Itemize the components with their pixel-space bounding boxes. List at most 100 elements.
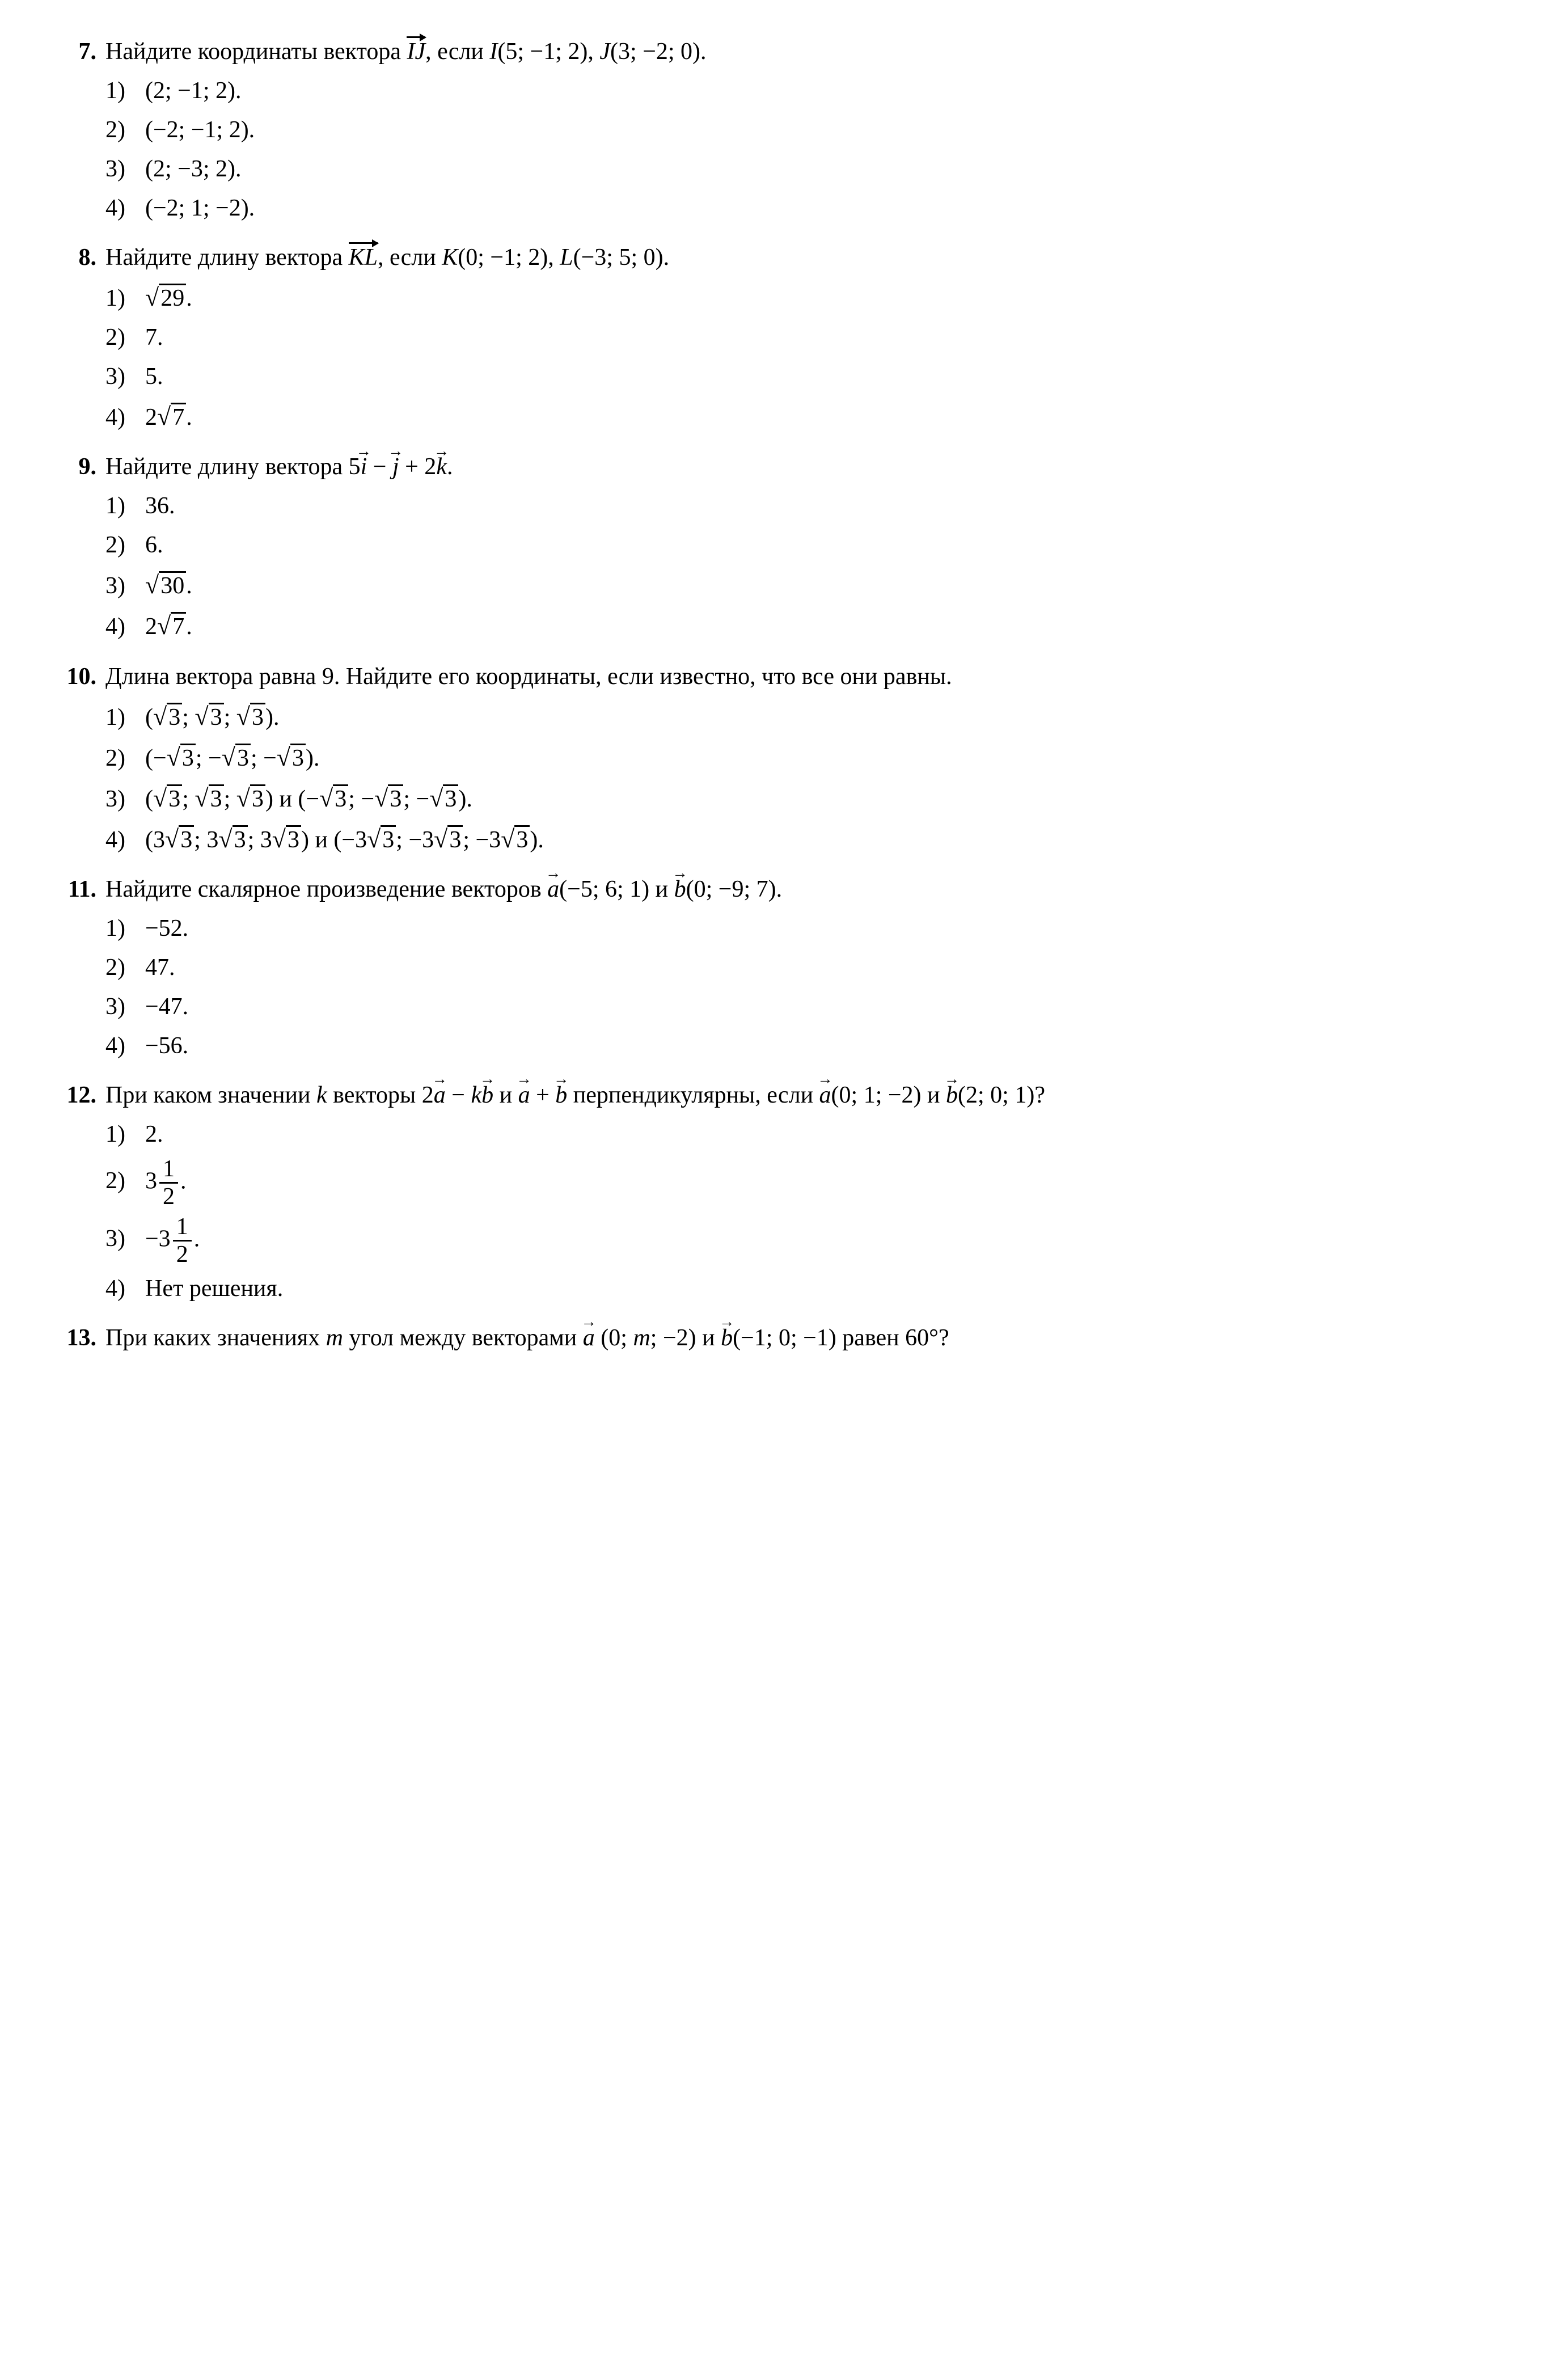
problem-text: При каких значениях m угол между вектора… [105, 1320, 1511, 1356]
option: 1)−52. [105, 911, 1511, 947]
option-text: −52. [145, 911, 188, 947]
problems-list: 7.Найдите координаты вектора IJ, если I(… [45, 34, 1511, 1356]
prompt-row: 9.Найдите длину вектора 5i − j + 2k. [45, 449, 1511, 485]
option-number: 2) [105, 112, 145, 148]
option-text: 27. [145, 607, 192, 645]
option-text: 30. [145, 567, 192, 604]
problem-text: Найдите длину вектора 5i − j + 2k. [105, 449, 1511, 485]
option-text: 7. [145, 320, 163, 356]
problem-number: 12. [45, 1078, 105, 1113]
option-number: 3) [105, 151, 145, 187]
option-text: (−2; −1; 2). [145, 112, 255, 148]
option: 3)−47. [105, 989, 1511, 1025]
option: 1)(2; −1; 2). [105, 73, 1511, 109]
option-number: 1) [105, 488, 145, 524]
prompt-row: 10.Длина вектора равна 9. Найдите его ко… [45, 659, 1511, 695]
problem: 11.Найдите скалярное произведение вектор… [45, 872, 1511, 1064]
option-text: −56. [145, 1028, 188, 1064]
option-text: 2. [145, 1117, 163, 1152]
problem-number: 11. [45, 872, 105, 907]
option-number: 1) [105, 73, 145, 109]
problem-number: 9. [45, 449, 105, 485]
option: 2)6. [105, 527, 1511, 563]
option: 2)(−3; −3; −3). [105, 739, 1511, 776]
problem: 12.При каком значении k векторы 2a − kb … [45, 1078, 1511, 1307]
problem: 13.При каких значениях m угол между вект… [45, 1320, 1511, 1356]
option-text: (2; −3; 2). [145, 151, 242, 187]
option-number: 2) [105, 950, 145, 986]
option: 3)(3; 3; 3) и (−3; −3; −3). [105, 780, 1511, 817]
prompt-row: 7.Найдите координаты вектора IJ, если I(… [45, 34, 1511, 70]
options: 1)29.2)7.3)5.4)27. [105, 279, 1511, 436]
option: 3)(2; −3; 2). [105, 151, 1511, 187]
option-number: 3) [105, 359, 145, 395]
option: 3)5. [105, 359, 1511, 395]
option: 2)47. [105, 950, 1511, 986]
problem: 10.Длина вектора равна 9. Найдите его ко… [45, 659, 1511, 859]
option-number: 3) [105, 782, 145, 817]
problem-text: При каком значении k векторы 2a − kb и a… [105, 1078, 1511, 1113]
options: 1)(2; −1; 2).2)(−2; −1; 2).3)(2; −3; 2).… [105, 73, 1511, 226]
option-text: (−3; −3; −3). [145, 739, 320, 776]
option-text: 6. [145, 527, 163, 563]
options: 1)(3; 3; 3).2)(−3; −3; −3).3)(3; 3; 3) и… [105, 698, 1511, 859]
options: 1)2.2)312.3)−312.4)Нет решения. [105, 1117, 1511, 1307]
problem-number: 10. [45, 659, 105, 695]
option-number: 4) [105, 822, 145, 858]
option: 2)312. [105, 1156, 1511, 1210]
option: 4)(−2; 1; −2). [105, 191, 1511, 226]
options: 1)36.2)6.3)30.4)27. [105, 488, 1511, 645]
option-text: 27. [145, 398, 192, 436]
problem: 7.Найдите координаты вектора IJ, если I(… [45, 34, 1511, 226]
option: 1)29. [105, 279, 1511, 316]
prompt-row: 12.При каком значении k векторы 2a − kb … [45, 1078, 1511, 1113]
option-number: 3) [105, 989, 145, 1025]
option: 3)30. [105, 567, 1511, 604]
option: 4)−56. [105, 1028, 1511, 1064]
option-number: 2) [105, 527, 145, 563]
option-number: 3) [105, 1221, 145, 1257]
option: 4)27. [105, 398, 1511, 436]
option-text: Нет решения. [145, 1271, 283, 1307]
problem-text: Найдите скалярное произведение векторов … [105, 872, 1511, 907]
prompt-row: 13.При каких значениях m угол между вект… [45, 1320, 1511, 1356]
problem-number: 7. [45, 34, 105, 70]
option-text: −312. [145, 1214, 200, 1268]
problem-text: Длина вектора равна 9. Найдите его коорд… [105, 659, 1511, 695]
option: 4)Нет решения. [105, 1271, 1511, 1307]
option-number: 3) [105, 568, 145, 604]
option-number: 4) [105, 1271, 145, 1307]
option-text: 29. [145, 279, 192, 316]
prompt-row: 11.Найдите скалярное произведение вектор… [45, 872, 1511, 907]
option-number: 1) [105, 700, 145, 736]
option: 2)7. [105, 320, 1511, 356]
option: 4)(33; 33; 33) и (−33; −33; −33). [105, 821, 1511, 858]
option: 1)36. [105, 488, 1511, 524]
option-text: 5. [145, 359, 163, 395]
option-number: 4) [105, 191, 145, 226]
option-number: 2) [105, 320, 145, 356]
problem-text: Найдите координаты вектора IJ, если I(5;… [105, 34, 1511, 70]
option-number: 2) [105, 741, 145, 776]
option-number: 4) [105, 1028, 145, 1064]
problem: 9.Найдите длину вектора 5i − j + 2k.1)36… [45, 449, 1511, 645]
option-number: 4) [105, 609, 145, 645]
option: 1)2. [105, 1117, 1511, 1152]
option: 3)−312. [105, 1214, 1511, 1268]
option-text: (−2; 1; −2). [145, 191, 255, 226]
option-number: 2) [105, 1163, 145, 1199]
option-text: −47. [145, 989, 188, 1025]
problem-number: 13. [45, 1320, 105, 1356]
option: 1)(3; 3; 3). [105, 698, 1511, 736]
option-text: (2; −1; 2). [145, 73, 242, 109]
option-number: 4) [105, 400, 145, 436]
option-text: 36. [145, 488, 175, 524]
option-text: (33; 33; 33) и (−33; −33; −33). [145, 821, 544, 858]
problem: 8.Найдите длину вектора KL, если K(0; −1… [45, 240, 1511, 436]
option-number: 1) [105, 1117, 145, 1152]
problem-number: 8. [45, 240, 105, 276]
option-text: 47. [145, 950, 175, 986]
problem-text: Найдите длину вектора KL, если K(0; −1; … [105, 240, 1511, 276]
option-text: (3; 3; 3). [145, 698, 279, 736]
option-number: 1) [105, 281, 145, 316]
